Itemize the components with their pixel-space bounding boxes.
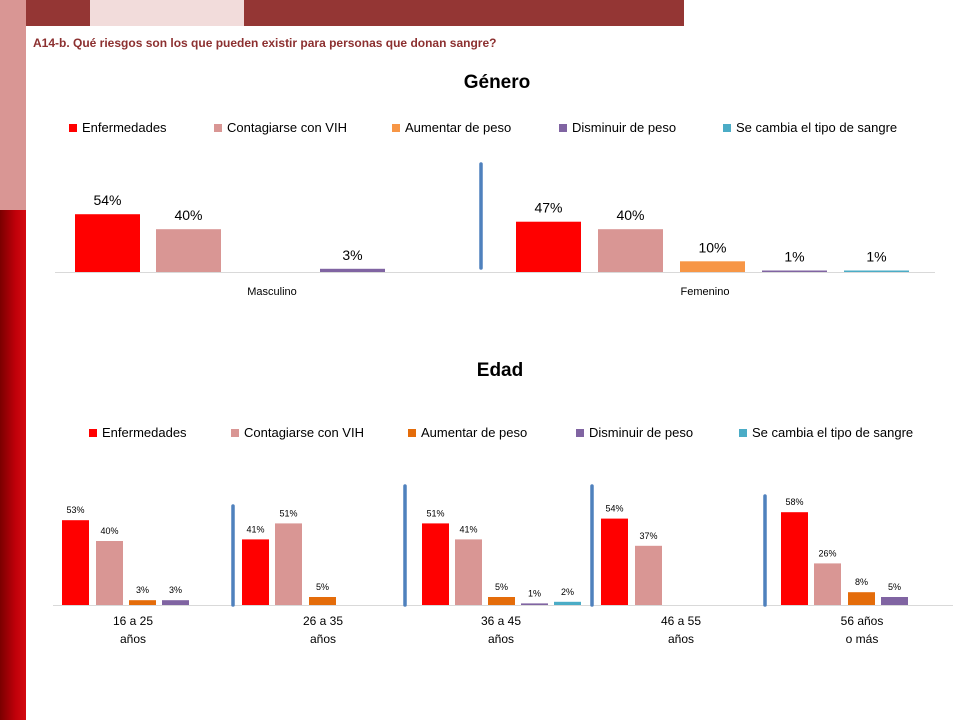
chart2-data-label: 41% xyxy=(246,524,264,534)
chart1-data-label: 40% xyxy=(174,207,202,223)
chart2-legend-label: Se cambia el tipo de sangre xyxy=(752,425,913,440)
chart1-bar xyxy=(844,270,909,272)
chart2-bar xyxy=(129,600,156,605)
chart2-category-label: años xyxy=(310,632,336,646)
chart2-category-label: 56 años xyxy=(841,614,884,628)
chart2-bar xyxy=(881,597,908,605)
chart1-data-label: 3% xyxy=(342,247,362,263)
chart2-data-label: 2% xyxy=(561,587,574,597)
chart1-data-label: 47% xyxy=(534,200,562,216)
chart1-legend-label: Se cambia el tipo de sangre xyxy=(736,120,897,135)
chart2-bar xyxy=(96,541,123,605)
top-banner-dark-right xyxy=(244,0,684,26)
chart1-data-label: 10% xyxy=(698,239,726,255)
chart1-data-label: 54% xyxy=(93,192,121,208)
chart2-data-label: 5% xyxy=(495,582,508,592)
chart1-legend-swatch xyxy=(392,124,400,132)
side-bar-dark xyxy=(0,210,26,720)
chart1-legend-label: Enfermedades xyxy=(82,120,167,135)
chart2-category-label: 16 a 25 xyxy=(113,614,153,628)
chart1-category-label: Masculino xyxy=(247,286,297,298)
chart2-category-label: años xyxy=(120,632,146,646)
chart2-data-label: 5% xyxy=(316,582,329,592)
chart2-legend-label: Contagiarse con VIH xyxy=(244,425,364,440)
chart2-data-label: 51% xyxy=(426,508,444,518)
chart2-bar xyxy=(309,597,336,605)
chart2-bar xyxy=(422,523,449,605)
chart2-data-label: 54% xyxy=(605,504,623,514)
chart1-bar xyxy=(320,268,385,272)
chart1-legend-swatch xyxy=(69,124,77,132)
chart1-bar xyxy=(156,229,221,272)
chart2-data-label: 8% xyxy=(855,577,868,587)
chart1-legend-swatch xyxy=(559,124,567,132)
chart1-legend-swatch xyxy=(723,124,731,132)
chart2-data-label: 5% xyxy=(888,582,901,592)
chart1-bar xyxy=(516,221,581,272)
chart2-legend-label: Aumentar de peso xyxy=(421,425,527,440)
chart1-legend-label: Aumentar de peso xyxy=(405,120,511,135)
chart2-data-label: 58% xyxy=(785,497,803,507)
chart2-legend-swatch xyxy=(231,429,239,437)
chart1-bar xyxy=(762,270,827,272)
chart2-data-label: 1% xyxy=(528,588,541,598)
chart2-legend-label: Enfermedades xyxy=(102,425,187,440)
chart2-category-label: años xyxy=(668,632,694,646)
chart1-bar xyxy=(598,229,663,272)
chart1-data-label: 40% xyxy=(616,207,644,223)
chart2-bar xyxy=(455,539,482,605)
chart2-legend-label: Disminuir de peso xyxy=(589,425,693,440)
chart2-bar xyxy=(848,592,875,605)
chart2-bar xyxy=(62,520,89,605)
chart2-bar xyxy=(781,512,808,605)
chart2-data-label: 40% xyxy=(100,526,118,536)
chart2-data-label: 3% xyxy=(136,585,149,595)
chart2-legend-swatch xyxy=(408,429,416,437)
chart2-bar xyxy=(814,563,841,605)
chart2-data-label: 53% xyxy=(66,505,84,515)
chart2-bar xyxy=(275,523,302,605)
chart2-data-label: 37% xyxy=(639,531,657,541)
chart2-category-label: 36 a 45 xyxy=(481,614,521,628)
chart2-category-label: 26 a 35 xyxy=(303,614,343,628)
chart2-bar xyxy=(554,601,581,605)
chart2-bar xyxy=(521,603,548,605)
chart1-bar xyxy=(75,214,140,272)
chart1-legend-label: Disminuir de peso xyxy=(572,120,676,135)
chart1-data-label: 1% xyxy=(784,249,804,265)
chart2-category-label: o más xyxy=(846,632,879,646)
chart2-legend-swatch xyxy=(576,429,584,437)
chart2-category-label: 46 a 55 xyxy=(661,614,701,628)
chart2-data-label: 3% xyxy=(169,585,182,595)
chart2-data-label: 26% xyxy=(818,548,836,558)
chart2-data-label: 41% xyxy=(459,524,477,534)
chart1-title: Género xyxy=(464,72,531,93)
chart1-legend-label: Contagiarse con VIH xyxy=(227,120,347,135)
chart2-data-label: 51% xyxy=(279,508,297,518)
chart1-category-label: Femenino xyxy=(681,286,730,298)
chart2-title: Edad xyxy=(477,360,523,381)
chart2-bar xyxy=(488,597,515,605)
top-banner-light xyxy=(90,0,244,26)
chart1-bar xyxy=(680,261,745,272)
side-bar-light xyxy=(0,0,26,210)
chart2-bar xyxy=(635,545,662,605)
question-title: A14-b. Qué riesgos son los que pueden ex… xyxy=(33,36,497,50)
chart2-bar xyxy=(601,518,628,605)
chart2-bar xyxy=(242,539,269,605)
chart2-category-label: años xyxy=(488,632,514,646)
chart1-data-label: 1% xyxy=(866,249,886,265)
chart2-bar xyxy=(162,600,189,605)
chart2-legend-swatch xyxy=(739,429,747,437)
chart2-legend-swatch xyxy=(89,429,97,437)
chart1-legend-swatch xyxy=(214,124,222,132)
